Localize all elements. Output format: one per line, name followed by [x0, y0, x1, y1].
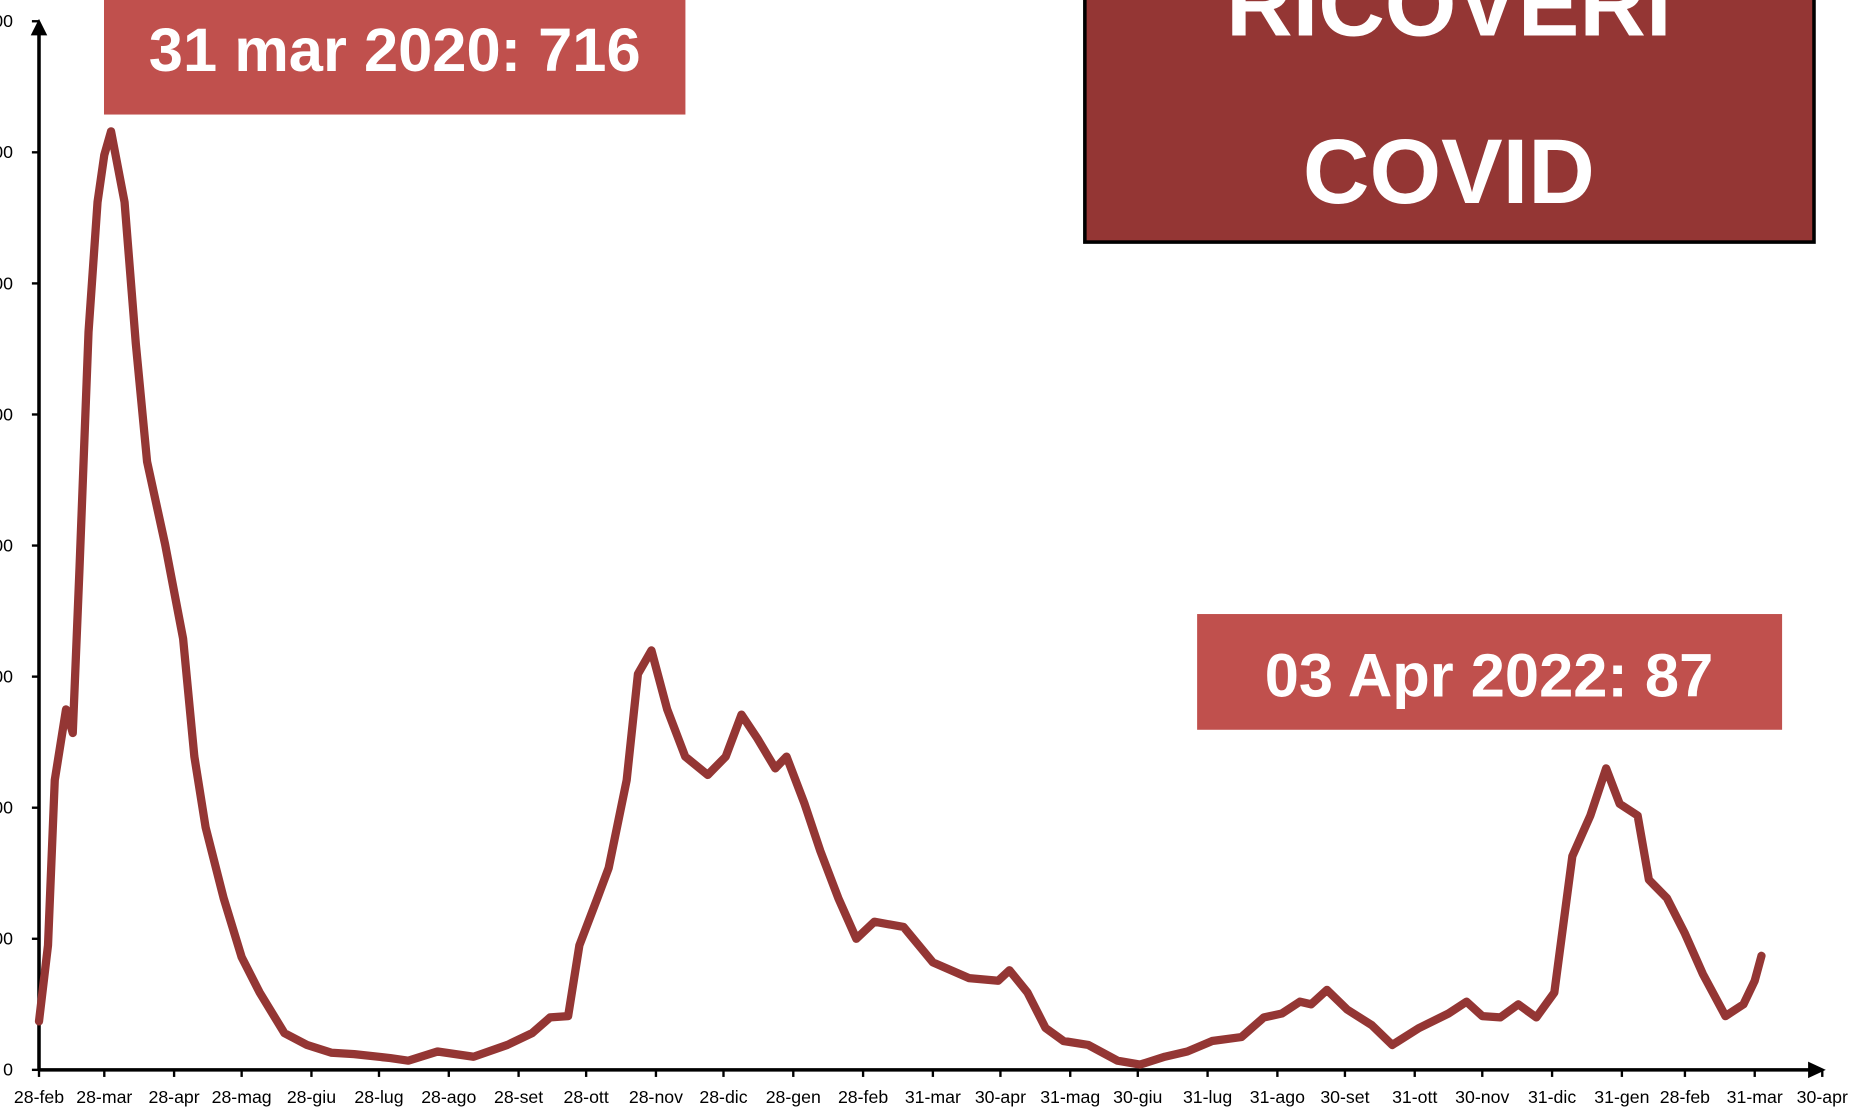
x-tick-label: 30-giu [1113, 1087, 1162, 1107]
x-tick-label: 31-mar [905, 1087, 961, 1107]
x-tick-label: 31-mar [1727, 1087, 1783, 1107]
annotation: 03 Apr 2022: 87 [1265, 642, 1714, 711]
y-tick-label: 300 [0, 667, 13, 687]
x-tick-label: 31-lug [1183, 1087, 1232, 1107]
x-tick-label: 28-lug [354, 1087, 403, 1107]
y-tick-label: 600 [0, 273, 13, 293]
x-tick-label: 28-gen [766, 1087, 821, 1107]
axis-arrow [30, 18, 48, 36]
x-tick-label: 28-feb [14, 1087, 64, 1107]
x-tick-label: 28-feb [838, 1087, 888, 1107]
x-tick-label: 31-mag [1040, 1087, 1100, 1107]
chart-title: COVID [1303, 120, 1595, 223]
y-tick-label: 400 [0, 535, 13, 555]
x-tick-label: 30-apr [1797, 1087, 1848, 1107]
chart-title: RICOVERI [1226, 0, 1672, 55]
x-tick-label: 28-ago [421, 1087, 476, 1107]
x-tick-label: 28-apr [148, 1087, 199, 1107]
annotation-box [103, 0, 686, 115]
x-tick-label: 28-mar [76, 1087, 132, 1107]
y-tick-label: 500 [0, 404, 13, 424]
x-tick-label: 28-dic [699, 1087, 747, 1107]
x-tick-label: 28-giu [287, 1087, 336, 1107]
y-tick-label: 700 [0, 142, 13, 162]
x-tick-label: 30-set [1320, 1087, 1369, 1107]
x-tick-label: 28-nov [629, 1087, 683, 1107]
x-tick-label: 30-nov [1455, 1087, 1509, 1107]
y-tick-label: 0 [3, 1060, 13, 1080]
data-line [34, 127, 1766, 1069]
x-tick-label: 28-set [494, 1087, 543, 1107]
x-tick-label: 28-mag [212, 1087, 272, 1107]
y-tick-label: 100 [0, 929, 13, 949]
annotation-box [1197, 614, 1783, 730]
y-tick-label: 800 [0, 11, 13, 31]
x-tick-label: 31-gen [1594, 1087, 1649, 1107]
x-tick-label: 28-ott [563, 1087, 608, 1107]
title-box [1083, 0, 1816, 244]
x-tick-label: 28-feb [1660, 1087, 1710, 1107]
x-tick-label: 31-ago [1250, 1087, 1305, 1107]
x-tick-label: 31-ott [1392, 1087, 1437, 1107]
x-tick-label: 31-dic [1528, 1087, 1576, 1107]
annotation: 31 mar 2020: 716 [149, 16, 641, 85]
y-tick-label: 200 [0, 798, 13, 818]
axis-arrow [1808, 1061, 1826, 1079]
x-tick-label: 30-apr [975, 1087, 1026, 1107]
